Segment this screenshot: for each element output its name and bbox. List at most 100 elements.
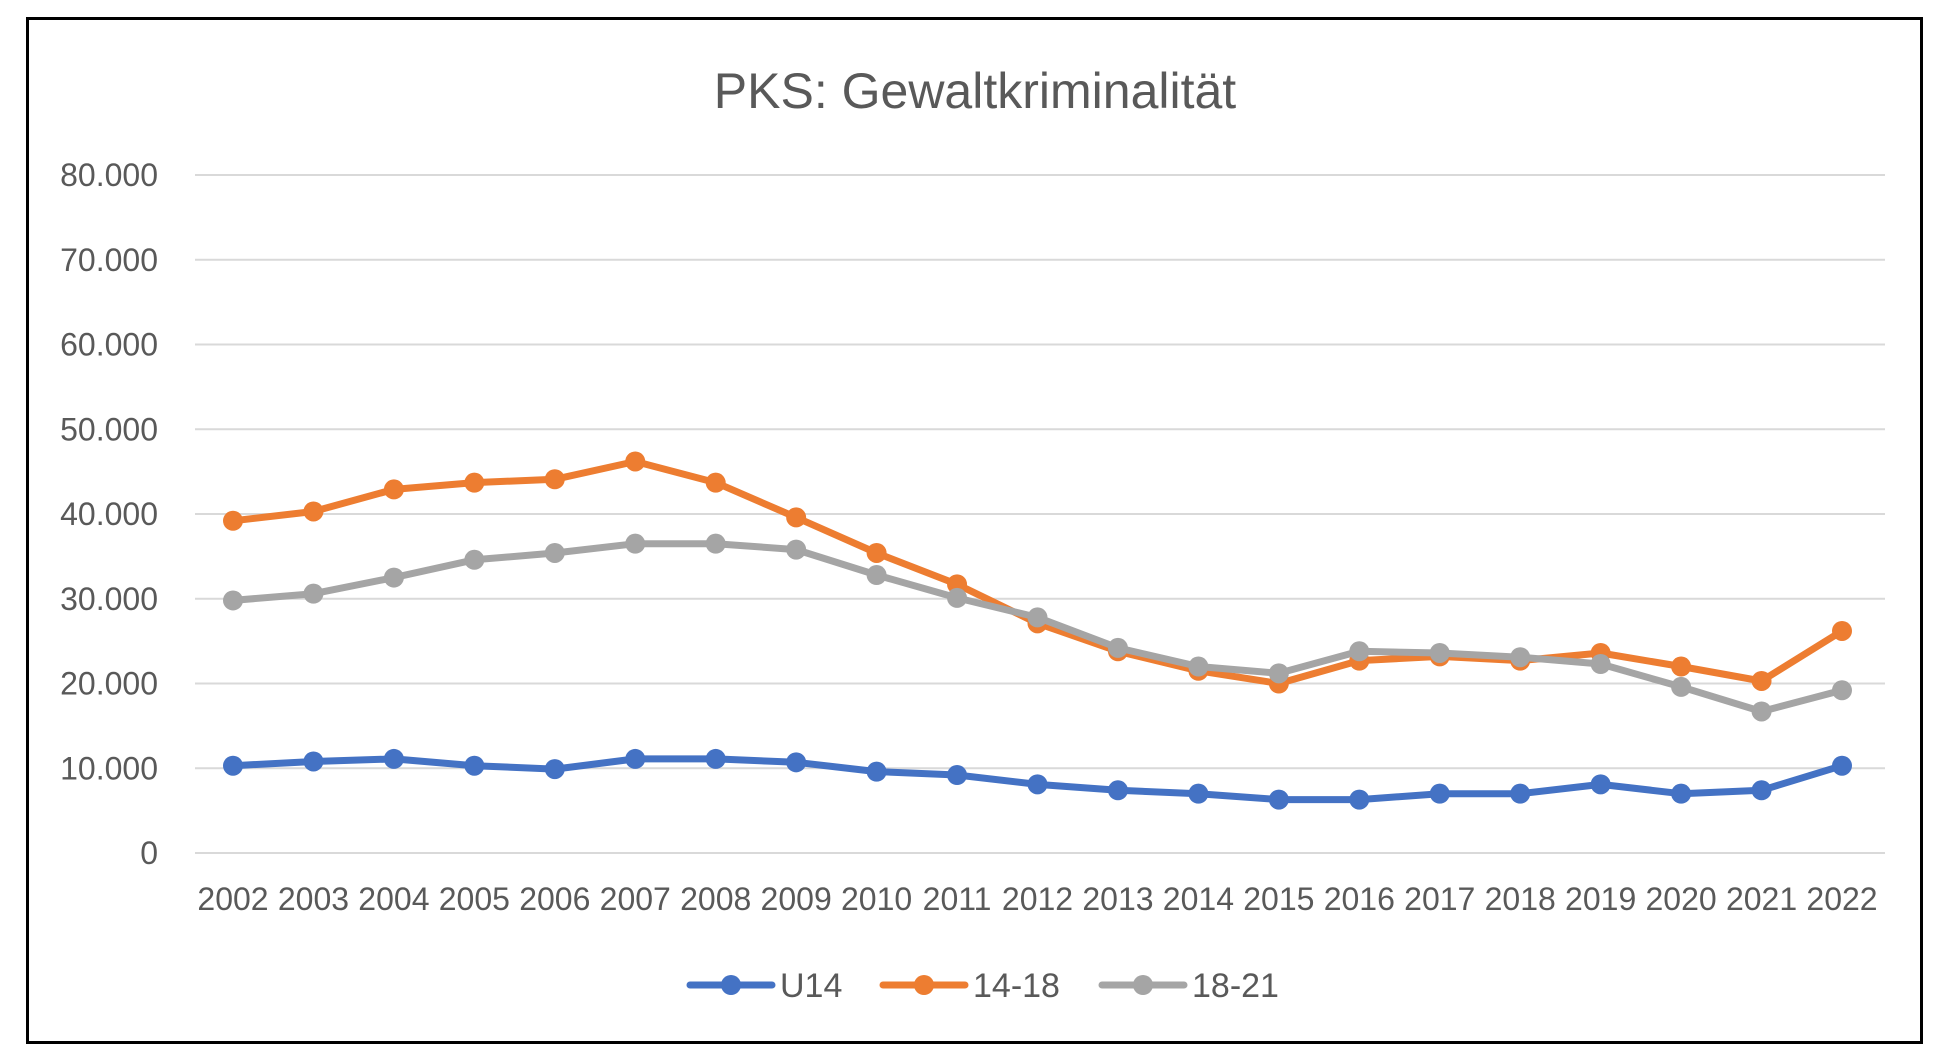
x-axis-tick-labels: 2002 2003 2004 2005 2006 2007 2008 2009 2010 2011… [197,881,1877,917]
series-layer [223,451,1852,810]
legend-item: U14 [686,967,842,1005]
data-point [1027,774,1048,795]
data-point [464,472,485,493]
x-tick-label: 2010 [841,881,912,917]
data-point [1751,670,1772,691]
data-point [705,748,726,769]
data-point [625,748,646,769]
legend: U14 14-18 18-21 [686,967,1279,1005]
y-tick-label: 70.000 [60,242,158,278]
y-tick-label: 60.000 [60,327,158,363]
data-point [786,539,807,560]
data-point [625,533,646,554]
data-point [1188,783,1209,804]
x-tick-label: 2006 [519,881,590,917]
x-tick-label: 2022 [1806,881,1877,917]
data-point [303,751,324,772]
data-point [383,748,404,769]
legend-marker [914,975,934,995]
x-tick-label: 2017 [1404,881,1475,917]
data-point [866,565,887,586]
data-point [705,472,726,493]
data-point [1429,783,1450,804]
data-point [1349,641,1370,662]
series-U14 [223,748,1852,810]
x-tick-label: 2009 [761,881,832,917]
data-point [786,507,807,528]
x-tick-label: 2011 [923,881,992,917]
legend-label: 14-18 [973,967,1060,1005]
data-point [544,542,565,563]
chart-title: PKS: Gewaltkriminalität [714,63,1236,119]
data-point [383,479,404,500]
gridlines [195,174,1885,854]
data-point [1188,656,1209,677]
chart-frame [26,17,1923,1044]
x-tick-label: 2015 [1243,881,1314,917]
x-tick-label: 2016 [1324,881,1395,917]
data-point [1751,780,1772,801]
x-tick-label: 2008 [680,881,751,917]
x-tick-label: 2007 [600,881,671,917]
data-point [1751,701,1772,722]
y-tick-label: 0 [140,835,158,871]
series-18-21 [223,533,1852,722]
x-tick-label: 2003 [278,881,349,917]
y-tick-label: 50.000 [60,411,158,447]
y-tick-label: 10.000 [60,750,158,786]
y-tick-label: 40.000 [60,496,158,532]
x-tick-label: 2012 [1002,881,1073,917]
legend-marker [721,975,741,995]
data-point [947,765,968,786]
data-point [625,451,646,472]
data-point [1832,620,1852,641]
y-tick-label: 30.000 [60,581,158,617]
data-point [303,501,324,522]
data-point [866,761,887,782]
data-point [1268,663,1289,684]
data-point [464,755,485,776]
data-point [1671,783,1692,804]
data-point [866,542,887,563]
data-point [1671,656,1692,677]
data-point [1268,789,1289,810]
y-axis-tick-labels: 0 10.000 20.000 30.000 40.000 50.000 60.000 70.… [60,157,158,871]
x-tick-label: 2019 [1565,881,1636,917]
data-point [1349,789,1370,810]
data-point [1590,774,1611,795]
data-point [1832,755,1852,776]
x-tick-label: 2020 [1646,881,1717,917]
data-point [383,567,404,588]
data-point [1671,676,1692,697]
x-tick-label: 2018 [1485,881,1556,917]
y-tick-label: 80.000 [60,157,158,193]
data-point [1027,607,1048,628]
data-point [223,510,243,531]
data-point [947,587,968,608]
x-tick-label: 2005 [439,881,510,917]
data-point [303,583,324,604]
data-point [786,752,807,773]
x-tick-label: 2004 [358,881,429,917]
data-point [1510,783,1531,804]
legend-item: 18-21 [1098,967,1279,1005]
legend-label: 18-21 [1192,967,1279,1005]
legend-label: U14 [780,967,842,1005]
x-tick-label: 2013 [1082,881,1153,917]
data-point [1590,654,1611,675]
data-point [223,755,243,776]
x-tick-label: 2002 [197,881,268,917]
data-point [1107,780,1128,801]
data-point [705,533,726,554]
legend-item: 14-18 [879,967,1060,1005]
x-tick-label: 2014 [1163,881,1234,917]
data-point [1832,680,1852,701]
legend-marker [1133,975,1153,995]
data-point [1107,637,1128,658]
data-point [544,759,565,780]
data-point [464,549,485,570]
y-tick-label: 20.000 [60,666,158,702]
data-point [1429,642,1450,663]
data-point [223,590,243,611]
